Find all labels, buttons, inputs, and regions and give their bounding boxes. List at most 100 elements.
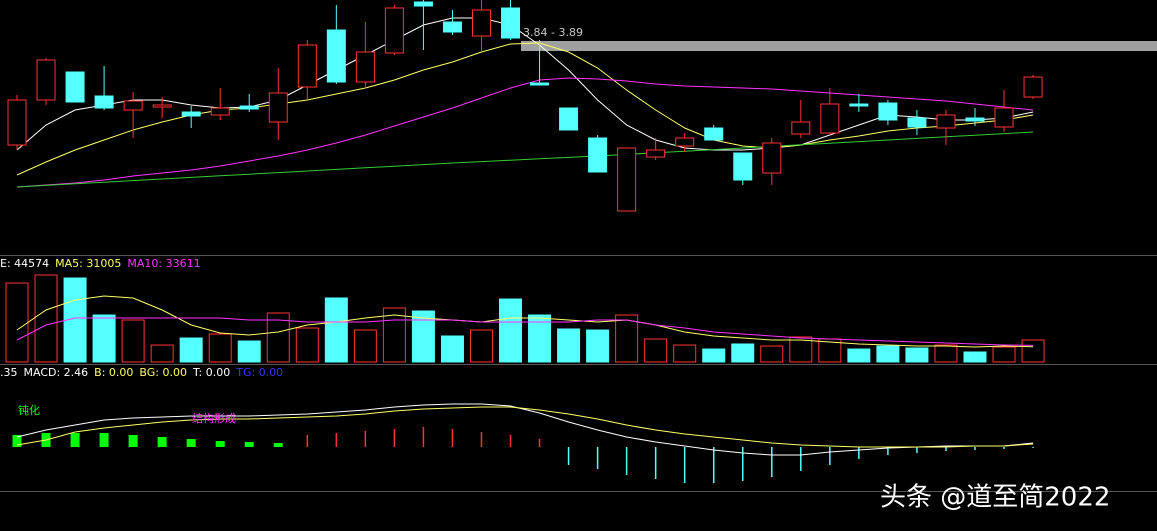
indicator-line (16, 17, 1034, 151)
indicator-line (16, 131, 1034, 188)
macd-bar (858, 447, 860, 459)
volume-bar (963, 351, 987, 363)
candle-body (646, 149, 666, 158)
price-range-label: 3.84 - 3.89 (523, 26, 583, 39)
macd-bar (12, 435, 22, 447)
macd-bar (538, 439, 541, 447)
volume-bar (615, 314, 639, 363)
legend-entry: MA10: 33611 (127, 257, 200, 270)
indicator-line (16, 317, 1034, 346)
macd-bar (306, 435, 309, 447)
macd-bar (596, 447, 599, 469)
volume-bar (934, 344, 958, 363)
volume-bar (324, 297, 348, 363)
indicator-line (16, 295, 1034, 348)
candle-body (181, 111, 201, 117)
volume-bar (411, 310, 435, 363)
macd-bar (364, 431, 367, 447)
macd-bar (70, 433, 80, 447)
macd-bar (422, 427, 425, 447)
volume-bar (5, 282, 29, 363)
volume-bar (905, 347, 929, 363)
volume-bar (789, 336, 813, 363)
macd-bar (625, 447, 628, 475)
candle-body (123, 100, 143, 111)
macd-bar (1032, 447, 1034, 448)
candle-body (36, 59, 56, 101)
candle-body (762, 142, 782, 174)
macd-bar (887, 447, 889, 455)
price-range-band (521, 41, 1157, 51)
candle-body (965, 117, 985, 122)
candle-body (849, 103, 869, 107)
candle-body (326, 29, 346, 83)
volume-bar (644, 338, 668, 363)
macd-bar (509, 435, 512, 447)
candle-body (820, 103, 840, 134)
volume-bar (266, 312, 290, 363)
volume-bar (702, 348, 726, 363)
candle-body (1023, 76, 1043, 98)
macd-bar (186, 439, 196, 447)
candle-body (442, 21, 462, 33)
candle-body (210, 107, 230, 116)
candle-body (94, 95, 114, 109)
candle-body (7, 99, 27, 146)
volume-bar (121, 319, 145, 363)
volume-bar (353, 329, 377, 363)
candle-body (239, 105, 259, 110)
legend-entry: .35 (0, 366, 18, 379)
indicator-line (16, 403, 1034, 456)
candle-body (588, 137, 608, 173)
candle-body (733, 152, 753, 181)
macd-bar (654, 447, 657, 479)
volume-bar (208, 333, 232, 363)
volume-bar (440, 335, 464, 363)
volume-bar (179, 337, 203, 363)
legend-entry: MACD: 2.46 (24, 366, 89, 379)
legend-entry: MA5: 31005 (55, 257, 121, 270)
candle-body (704, 127, 724, 141)
macd-bar (244, 442, 254, 447)
volume-bar (528, 314, 552, 363)
volume-bar (237, 340, 261, 363)
volume-bar (992, 346, 1016, 363)
volume-bar (34, 274, 58, 363)
candle-body (675, 137, 695, 147)
chart-annotation: 钝化 (18, 403, 40, 417)
candle-body (268, 92, 288, 123)
volume-bar (673, 344, 697, 363)
volume-bar (295, 327, 319, 363)
macd-bar (567, 447, 570, 465)
candle-body (501, 7, 521, 39)
indicator-line (16, 406, 1034, 448)
candle-body (65, 71, 85, 103)
macd-bar (157, 437, 167, 447)
macd-bar (742, 447, 744, 481)
volume-bar (876, 345, 900, 363)
candle-body (152, 104, 172, 108)
volume-bar (499, 298, 523, 363)
candle-body (559, 107, 579, 131)
macd-bar (974, 447, 976, 450)
legend-entry: B: 0.00 (94, 366, 133, 379)
volume-bar (586, 329, 610, 363)
macd-bar (128, 435, 138, 447)
macd-bar (215, 441, 225, 447)
macd-bar (480, 432, 483, 447)
volume-bar (731, 343, 755, 363)
volume-bar (847, 348, 871, 363)
volume-bar (150, 344, 174, 363)
candle-body (617, 147, 637, 212)
candle-body (936, 114, 956, 129)
macd-bar (771, 447, 773, 477)
macd-bar (99, 433, 109, 447)
candle-body (791, 121, 811, 135)
macd-bar (393, 429, 396, 447)
candle-body (907, 117, 927, 128)
volume-bar (469, 329, 493, 363)
legend-entry: BG: 0.00 (139, 366, 187, 379)
macd-bar (945, 447, 947, 451)
